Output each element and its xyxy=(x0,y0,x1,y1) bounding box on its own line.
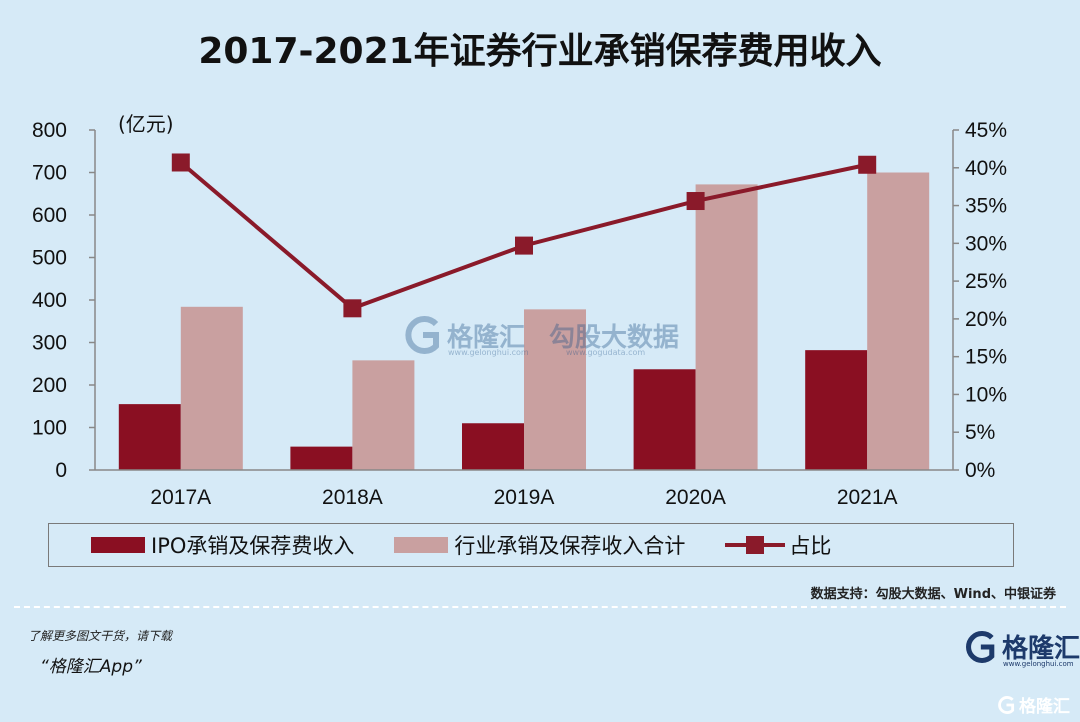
legend-label-ipo: IPO承销及保荐费收入 xyxy=(151,534,355,558)
y-tick-label: 300 xyxy=(32,332,67,355)
y-tick-label: 800 xyxy=(32,119,67,142)
ratio-point xyxy=(686,192,705,211)
watermark: 格隆汇 勾股大数据 xyxy=(403,316,679,354)
watermark-brand-url: www.gelonghui.com xyxy=(448,348,529,357)
chart-title: 2017-2021年证券行业承销保荐费用收入 xyxy=(198,31,882,72)
y2-tick-label: 15% xyxy=(965,346,1007,369)
dashed-divider xyxy=(14,606,1066,608)
x-tick-label: 2021A xyxy=(837,486,898,509)
bar-total xyxy=(867,172,930,470)
watermark-data-url: www.gogudata.com xyxy=(566,348,646,357)
bar-total xyxy=(352,360,415,470)
legend-label-ratio: 占比 xyxy=(789,534,832,558)
y2-tick-label: 35% xyxy=(965,195,1007,218)
legend-swatch-total xyxy=(394,537,449,553)
y2-tick-label: 5% xyxy=(965,421,995,444)
watermark-data-brand: 勾股大数据 xyxy=(549,322,680,353)
y2-tick-label: 10% xyxy=(965,383,1007,406)
corner-brand: 格隆汇 xyxy=(1019,697,1070,717)
bar-ipo xyxy=(633,369,696,470)
source-note: 数据支持：勾股大数据、Wind、中银证券 xyxy=(810,587,1056,602)
bar-total xyxy=(695,184,758,470)
y-tick-label: 600 xyxy=(32,204,67,227)
y2-tick-label: 20% xyxy=(965,308,1007,331)
y-tick-label: 500 xyxy=(32,247,67,270)
y2-tick-label: 0% xyxy=(965,459,995,482)
gelonghui-logo-icon xyxy=(405,316,439,354)
gelonghui-logo-icon xyxy=(966,630,995,663)
y2-tick-label: 40% xyxy=(965,157,1007,180)
legend-item-total: 行业承销及保荐收入合计 xyxy=(394,530,685,560)
bar-total xyxy=(524,309,586,470)
bar-total xyxy=(180,306,243,470)
legend-swatch-ipo xyxy=(91,537,145,553)
ratio-point xyxy=(171,153,190,172)
corner-watermark: 格隆汇 xyxy=(997,692,1070,717)
y2-tick-label: 30% xyxy=(965,232,1007,255)
ratio-point xyxy=(858,155,877,174)
y-tick-label: 400 xyxy=(32,289,67,312)
brand-name: 格隆汇 xyxy=(1002,634,1080,664)
legend-label-total: 行业承销及保荐收入合计 xyxy=(454,534,686,558)
ratio-point xyxy=(515,236,533,255)
app-name: “格隆汇App” xyxy=(40,657,142,677)
y-tick-label: 700 xyxy=(32,162,67,185)
ratio-point xyxy=(343,299,362,318)
chart-canvas: 0 100 200 300 400 500 600 700 800 0% 5% 10% 15% 20% 2… xyxy=(32,119,1007,509)
brand-logo: 格隆汇 xyxy=(964,628,1080,665)
watermark-brand: 格隆汇 xyxy=(447,322,526,353)
ratio-series-line xyxy=(179,160,868,311)
y2-tick-label: 25% xyxy=(965,270,1007,293)
x-tick-label: 2019A xyxy=(494,486,555,509)
y-tick-label: 100 xyxy=(32,417,67,440)
x-tick-label: 2020A xyxy=(665,486,726,509)
brand-url: www.gelonghui.com xyxy=(1003,660,1074,668)
y-tick-label: 200 xyxy=(32,374,67,397)
download-note: 了解更多图文干货，请下载 xyxy=(28,629,173,643)
y-axis-unit-label: (亿元) xyxy=(118,112,174,136)
legend-item-ipo: IPO承销及保荐费收入 xyxy=(91,530,354,560)
x-tick-label: 2017A xyxy=(150,486,211,509)
gelonghui-logo-icon xyxy=(998,695,1015,714)
bar-ipo xyxy=(805,350,868,470)
y-tick-label: 0 xyxy=(55,459,67,482)
legend-item-ratio: 占比 xyxy=(725,530,831,560)
y2-tick-label: 45% xyxy=(965,119,1007,142)
legend: IPO承销及保荐费收入 行业承销及保荐收入合计 占比 xyxy=(48,523,1014,567)
bar-ipo xyxy=(462,423,524,470)
x-tick-label: 2018A xyxy=(322,486,383,509)
bar-ipo xyxy=(290,446,353,470)
legend-swatch-ratio xyxy=(725,535,786,555)
bar-ipo xyxy=(118,404,181,470)
